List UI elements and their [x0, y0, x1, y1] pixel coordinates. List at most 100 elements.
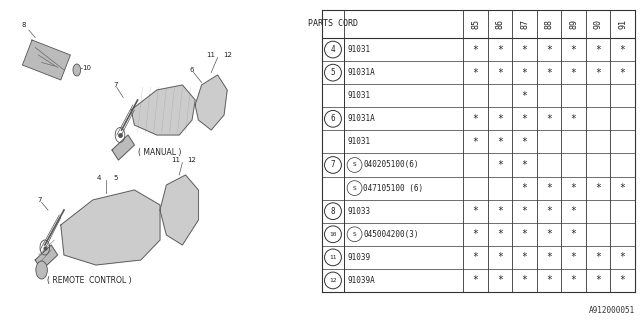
Text: *: * [472, 206, 479, 216]
Text: *: * [497, 68, 503, 78]
Text: *: * [497, 137, 503, 147]
Polygon shape [61, 190, 160, 265]
Text: *: * [546, 114, 552, 124]
Text: *: * [546, 68, 552, 78]
Text: 10: 10 [329, 232, 337, 237]
Circle shape [73, 64, 81, 76]
Text: *: * [522, 91, 527, 101]
Text: 85: 85 [471, 19, 480, 29]
Text: *: * [522, 44, 527, 54]
Text: 4: 4 [331, 45, 335, 54]
Text: *: * [497, 206, 503, 216]
Text: *: * [620, 252, 626, 262]
Text: 91033: 91033 [347, 207, 370, 216]
Text: *: * [546, 229, 552, 239]
Text: 91031: 91031 [347, 137, 370, 147]
Text: 5: 5 [113, 174, 117, 180]
Text: 88: 88 [545, 19, 554, 29]
Text: *: * [522, 183, 527, 193]
Text: *: * [571, 276, 577, 285]
Polygon shape [160, 175, 198, 245]
Text: *: * [497, 160, 503, 170]
Text: *: * [571, 114, 577, 124]
Text: *: * [595, 68, 601, 78]
Text: 5: 5 [331, 68, 335, 77]
Text: 040205100(6): 040205100(6) [363, 161, 419, 170]
Text: *: * [522, 137, 527, 147]
Text: *: * [546, 252, 552, 262]
Text: *: * [497, 229, 503, 239]
Text: 91031: 91031 [347, 45, 370, 54]
Text: *: * [522, 206, 527, 216]
Text: 11: 11 [172, 157, 180, 163]
Text: 4: 4 [97, 174, 101, 180]
Text: *: * [546, 276, 552, 285]
Text: *: * [620, 68, 626, 78]
Text: *: * [472, 44, 479, 54]
Text: A912000051: A912000051 [589, 306, 635, 315]
Text: 87: 87 [520, 19, 529, 29]
Text: 91031A: 91031A [347, 68, 375, 77]
Text: 8: 8 [22, 22, 26, 28]
Text: S: S [353, 186, 356, 191]
Text: *: * [497, 114, 503, 124]
Text: *: * [472, 68, 479, 78]
Text: 91031A: 91031A [347, 114, 375, 123]
Text: 7: 7 [38, 197, 42, 203]
Text: 91031: 91031 [347, 91, 370, 100]
Text: *: * [620, 44, 626, 54]
Text: 7: 7 [331, 161, 335, 170]
Text: *: * [571, 44, 577, 54]
Text: 91039A: 91039A [347, 276, 375, 285]
Text: *: * [497, 44, 503, 54]
Text: *: * [595, 276, 601, 285]
Text: *: * [595, 183, 601, 193]
Text: *: * [522, 114, 527, 124]
Text: S: S [353, 232, 356, 237]
Text: *: * [472, 114, 479, 124]
Text: *: * [595, 252, 601, 262]
Text: 91039: 91039 [347, 253, 370, 262]
Text: *: * [472, 252, 479, 262]
Text: *: * [571, 229, 577, 239]
Text: 10: 10 [82, 65, 91, 70]
Text: 11: 11 [207, 52, 216, 58]
Text: *: * [571, 68, 577, 78]
Text: ( MANUAL ): ( MANUAL ) [138, 148, 182, 157]
Text: S: S [353, 163, 356, 167]
Text: *: * [546, 183, 552, 193]
Text: 89: 89 [569, 19, 578, 29]
Text: 90: 90 [594, 19, 603, 29]
Text: *: * [522, 160, 527, 170]
Text: ( REMOTE  CONTROL ): ( REMOTE CONTROL ) [47, 276, 132, 284]
Text: *: * [472, 137, 479, 147]
Text: *: * [497, 276, 503, 285]
Polygon shape [35, 245, 58, 270]
Text: *: * [571, 206, 577, 216]
Text: 12: 12 [223, 52, 232, 58]
Text: *: * [522, 229, 527, 239]
Text: *: * [522, 252, 527, 262]
Text: *: * [546, 206, 552, 216]
Text: *: * [595, 44, 601, 54]
Text: *: * [472, 276, 479, 285]
Text: *: * [620, 183, 626, 193]
Text: 12: 12 [188, 157, 196, 163]
Text: *: * [620, 276, 626, 285]
Text: 047105100 (6): 047105100 (6) [363, 184, 423, 193]
Text: *: * [472, 229, 479, 239]
Text: *: * [571, 252, 577, 262]
Text: 6: 6 [331, 114, 335, 123]
Text: *: * [522, 276, 527, 285]
Text: *: * [571, 183, 577, 193]
Polygon shape [112, 135, 134, 160]
Text: 86: 86 [495, 19, 504, 29]
Text: 8: 8 [331, 207, 335, 216]
Polygon shape [195, 75, 227, 130]
Polygon shape [131, 85, 195, 135]
Text: 045004200(3): 045004200(3) [363, 230, 419, 239]
Text: 11: 11 [329, 255, 337, 260]
Text: *: * [497, 252, 503, 262]
Text: *: * [546, 44, 552, 54]
Text: 6: 6 [189, 67, 195, 73]
